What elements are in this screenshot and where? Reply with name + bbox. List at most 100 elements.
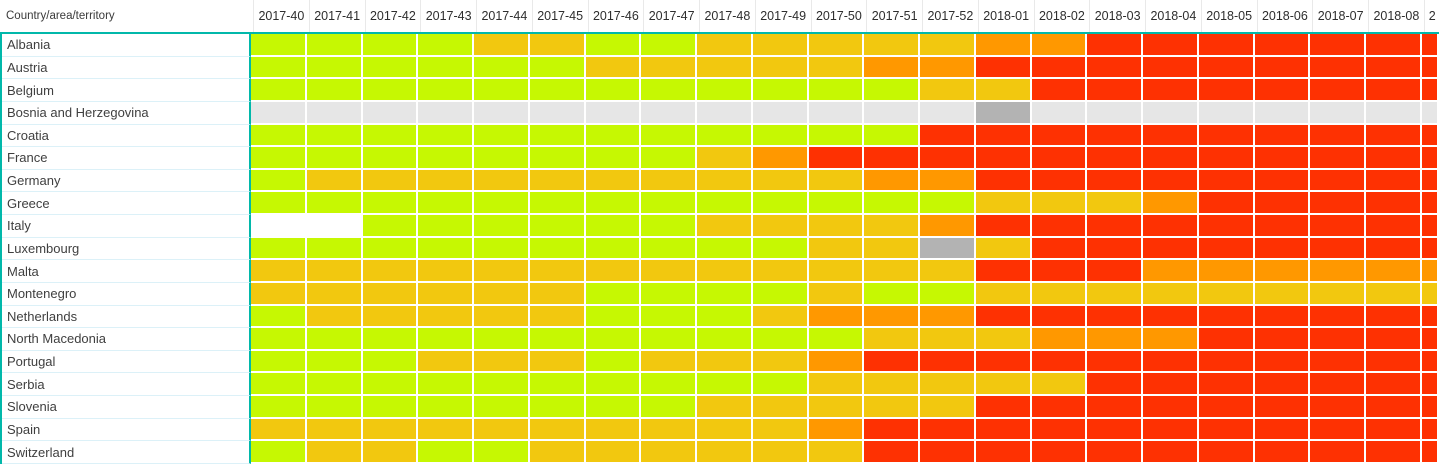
heatmap-cell[interactable]	[1254, 147, 1311, 170]
heatmap-cell[interactable]	[641, 79, 697, 102]
heatmap-cell[interactable]	[251, 34, 307, 57]
column-header[interactable]: 2018-06	[1256, 0, 1313, 32]
heatmap-cell[interactable]	[808, 396, 865, 419]
heatmap-cell[interactable]	[1031, 350, 1088, 374]
heatmap-cell[interactable]	[362, 373, 419, 396]
heatmap-cell[interactable]	[474, 282, 530, 306]
heatmap-cell[interactable]	[920, 169, 976, 193]
heatmap-cell[interactable]	[1421, 56, 1437, 80]
heatmap-cell[interactable]	[641, 305, 697, 329]
row-label[interactable]: Germany	[2, 169, 251, 193]
heatmap-cell[interactable]	[1254, 169, 1311, 193]
row-label[interactable]: Spain	[2, 418, 251, 442]
heatmap-cell[interactable]	[697, 373, 753, 396]
heatmap-cell[interactable]	[474, 305, 530, 329]
heatmap-cell[interactable]	[306, 373, 363, 396]
heatmap-cell[interactable]	[306, 56, 363, 80]
heatmap-cell[interactable]	[975, 260, 1032, 283]
heatmap-cell[interactable]	[1366, 373, 1422, 396]
heatmap-cell[interactable]	[752, 237, 809, 261]
heatmap-cell[interactable]	[585, 328, 642, 351]
heatmap-cell[interactable]	[1087, 215, 1143, 238]
heatmap-cell[interactable]	[529, 124, 586, 148]
heatmap-cell[interactable]	[752, 260, 809, 283]
heatmap-cell[interactable]	[1310, 396, 1366, 419]
heatmap-cell[interactable]	[864, 34, 920, 57]
heatmap-cell[interactable]	[474, 101, 530, 125]
heatmap-cell[interactable]	[418, 441, 474, 464]
heatmap-cell[interactable]	[1087, 441, 1143, 464]
heatmap-cell[interactable]	[362, 169, 419, 193]
heatmap-cell[interactable]	[975, 169, 1032, 193]
heatmap-cell[interactable]	[362, 305, 419, 329]
heatmap-cell[interactable]	[1031, 192, 1088, 215]
heatmap-cell[interactable]	[529, 192, 586, 215]
column-header[interactable]: 2017-48	[699, 0, 755, 32]
heatmap-cell[interactable]	[752, 169, 809, 193]
heatmap-cell[interactable]	[641, 373, 697, 396]
heatmap-cell[interactable]	[529, 56, 586, 80]
heatmap-cell[interactable]	[1143, 328, 1199, 351]
column-header[interactable]: 2017-45	[531, 0, 588, 32]
heatmap-cell[interactable]	[864, 215, 920, 238]
heatmap-cell[interactable]	[1143, 418, 1199, 442]
heatmap-cell[interactable]	[920, 305, 976, 329]
row-label[interactable]: Belgium	[2, 79, 251, 102]
heatmap-cell[interactable]	[362, 34, 419, 57]
heatmap-cell[interactable]	[975, 441, 1032, 464]
column-header-clipped[interactable]: 2	[1423, 0, 1439, 32]
heatmap-cell[interactable]	[1421, 282, 1437, 306]
heatmap-cell[interactable]	[418, 328, 474, 351]
heatmap-cell[interactable]	[1366, 282, 1422, 306]
heatmap-cell[interactable]	[641, 282, 697, 306]
heatmap-cell[interactable]	[808, 237, 865, 261]
heatmap-cell[interactable]	[752, 215, 809, 238]
heatmap-cell[interactable]	[752, 328, 809, 351]
heatmap-cell[interactable]	[1143, 56, 1199, 80]
heatmap-cell[interactable]	[251, 215, 307, 238]
heatmap-cell[interactable]	[1143, 101, 1199, 125]
heatmap-cell[interactable]	[975, 192, 1032, 215]
heatmap-cell[interactable]	[306, 215, 363, 238]
heatmap-cell[interactable]	[585, 418, 642, 442]
heatmap-cell[interactable]	[808, 305, 865, 329]
heatmap-cell[interactable]	[864, 328, 920, 351]
row-label[interactable]: Malta	[2, 260, 251, 283]
heatmap-cell[interactable]	[920, 328, 976, 351]
heatmap-cell[interactable]	[1198, 101, 1255, 125]
heatmap-cell[interactable]	[1031, 79, 1088, 102]
heatmap-cell[interactable]	[418, 396, 474, 419]
row-label[interactable]: Serbia	[2, 373, 251, 396]
heatmap-cell[interactable]	[474, 169, 530, 193]
heatmap-cell[interactable]	[362, 215, 419, 238]
heatmap-cell[interactable]	[1254, 56, 1311, 80]
row-label[interactable]: Greece	[2, 192, 251, 215]
heatmap-cell[interactable]	[920, 441, 976, 464]
heatmap-cell[interactable]	[1421, 305, 1437, 329]
heatmap-cell[interactable]	[641, 350, 697, 374]
column-header[interactable]: 2018-01	[977, 0, 1034, 32]
heatmap-cell[interactable]	[474, 34, 530, 57]
heatmap-cell[interactable]	[474, 56, 530, 80]
heatmap-cell[interactable]	[1254, 328, 1311, 351]
heatmap-cell[interactable]	[1198, 305, 1255, 329]
row-label[interactable]: Switzerland	[2, 441, 251, 464]
heatmap-cell[interactable]	[920, 418, 976, 442]
heatmap-cell[interactable]	[697, 124, 753, 148]
heatmap-cell[interactable]	[418, 56, 474, 80]
heatmap-cell[interactable]	[697, 441, 753, 464]
heatmap-cell[interactable]	[1366, 169, 1422, 193]
heatmap-cell[interactable]	[1198, 34, 1255, 57]
heatmap-cell[interactable]	[864, 169, 920, 193]
heatmap-cell[interactable]	[251, 396, 307, 419]
row-label[interactable]: Austria	[2, 56, 251, 80]
row-label[interactable]: Netherlands	[2, 305, 251, 329]
heatmap-cell[interactable]	[1087, 147, 1143, 170]
heatmap-cell[interactable]	[1087, 282, 1143, 306]
heatmap-cell[interactable]	[1366, 124, 1422, 148]
heatmap-cell[interactable]	[1421, 418, 1437, 442]
heatmap-cell[interactable]	[474, 237, 530, 261]
heatmap-cell[interactable]	[1143, 373, 1199, 396]
heatmap-cell[interactable]	[1198, 124, 1255, 148]
heatmap-cell[interactable]	[306, 101, 363, 125]
